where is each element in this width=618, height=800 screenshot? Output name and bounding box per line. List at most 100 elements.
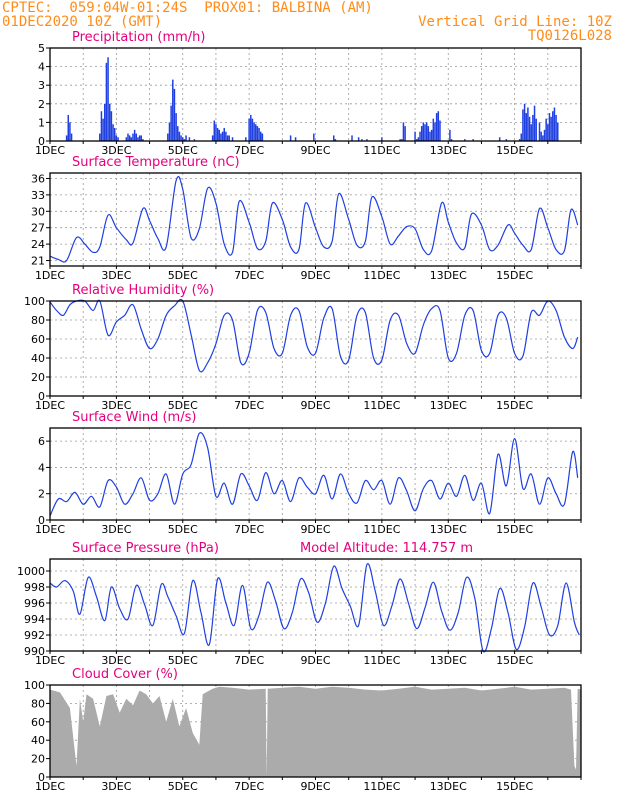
- precipitation-bar: [425, 122, 428, 141]
- precipitation-bar: [142, 139, 144, 141]
- precipitation-bar: [175, 113, 177, 141]
- precipitation-bar: [105, 62, 108, 141]
- precipitation-bar: [464, 139, 466, 141]
- precipitation-bar: [550, 116, 552, 141]
- precipitation-bar: [117, 137, 119, 141]
- temperature-x-tick-label: 9DEC: [300, 269, 330, 282]
- precipitation-bar: [221, 131, 224, 141]
- precipitation-bar: [216, 127, 219, 141]
- precipitation-bar: [135, 133, 138, 141]
- humidity-line: [49, 298, 579, 373]
- precipitation-bar: [366, 139, 368, 141]
- humidity-x-tick-label: 9DEC: [300, 399, 330, 412]
- cloud-y-tick-label: 0: [38, 771, 45, 784]
- precipitation-bar: [294, 137, 297, 141]
- precipitation-bar: [211, 135, 214, 141]
- precipitation-bar: [178, 131, 181, 141]
- precipitation-bar: [137, 137, 139, 141]
- humidity-title: Relative Humidity (%): [72, 283, 214, 298]
- precipitation-bar: [130, 137, 133, 141]
- wind-x-tick-label: 3DEC: [101, 523, 131, 536]
- precipitation-x-tick-label: 1DEC: [35, 144, 65, 157]
- precipitation-bar: [218, 129, 221, 141]
- humidity-y-tick-label: 60: [31, 333, 45, 346]
- precipitation-bar: [193, 139, 196, 141]
- precipitation-y-tick-label: 2: [38, 98, 45, 111]
- precipitation-bar: [255, 124, 257, 141]
- precipitation-bar: [439, 120, 441, 141]
- precipitation-bar: [182, 137, 184, 141]
- cloud-x-tick-label: 13DEC: [430, 780, 467, 793]
- precipitation-bar: [99, 133, 101, 141]
- temperature-y-tick-label: 30: [31, 205, 45, 218]
- wind-y-tick-label: 2: [38, 488, 45, 501]
- precipitation-x-tick-label: 9DEC: [300, 144, 330, 157]
- precipitation-bar: [552, 111, 554, 141]
- wind-y-tick-label: 4: [38, 461, 45, 474]
- temperature-x-tick-label: 3DEC: [101, 269, 131, 282]
- precipitation-bar: [381, 137, 383, 141]
- precipitation-bar: [547, 124, 549, 141]
- precipitation-bar: [138, 135, 141, 141]
- precipitation-bar: [132, 133, 134, 141]
- precipitation-bar: [533, 105, 536, 141]
- cloud-x-tick-label: 1DEC: [35, 780, 65, 793]
- pressure-x-tick-label: 9DEC: [300, 654, 330, 667]
- precipitation-bar: [414, 131, 416, 141]
- precipitation-bar: [125, 137, 128, 141]
- precipitation-bar: [333, 135, 335, 141]
- wind-x-tick-label: 9DEC: [300, 523, 330, 536]
- precipitation-frame: [49, 47, 582, 142]
- precipitation-y-tick-label: 0: [38, 135, 45, 148]
- precipitation-bar: [449, 129, 451, 141]
- precipitation-bar: [361, 139, 363, 141]
- precipitation-bar: [424, 124, 426, 141]
- wind-x-tick-label: 13DEC: [430, 523, 467, 536]
- wind-frame: [49, 427, 582, 521]
- precipitation-bar: [402, 122, 405, 141]
- pressure-y-tick-label: 998: [24, 581, 45, 594]
- precipitation-bar: [251, 118, 254, 141]
- temperature-y-tick-label: 24: [31, 238, 45, 251]
- pressure-x-tick-label: 7DEC: [234, 654, 264, 667]
- precipitation-bar: [527, 107, 529, 141]
- precipitation-bar: [110, 111, 113, 141]
- cloud-x-tick-label: 15DEC: [496, 780, 533, 793]
- pressure-annotation: Model Altitude: 114.757 m: [300, 541, 473, 556]
- precipitation-bar: [67, 114, 69, 141]
- precipitation-bar: [289, 135, 292, 141]
- pressure-x-tick-label: 1DEC: [35, 654, 65, 667]
- cloud-area: [50, 686, 581, 777]
- precipitation-bar: [437, 111, 440, 141]
- temperature-x-tick-label: 15DEC: [496, 269, 533, 282]
- precipitation-x-tick-label: 7DEC: [234, 144, 264, 157]
- humidity-panel: 0 20 40 60 80 100 1DEC 3DEC 5DEC 7DEC 9DEC 11DEC 13D…: [24, 283, 582, 412]
- precipitation-bar: [167, 133, 169, 141]
- precipitation-bar: [334, 139, 337, 141]
- precipitation-bar: [231, 137, 234, 141]
- precipitation-bar: [70, 133, 73, 141]
- precipitation-bar: [226, 135, 229, 141]
- precipitation-bar: [523, 103, 526, 141]
- precipitation-bar: [351, 135, 353, 141]
- precipitation-bar: [248, 118, 250, 141]
- precipitation-x-tick-label: 5DEC: [168, 144, 198, 157]
- cloud-y-tick-label: 40: [31, 734, 45, 747]
- header-date-line: 01DEC2020 10Z (GMT): [2, 14, 163, 30]
- precipitation-bar: [104, 103, 106, 141]
- temperature-y-tick-label: 27: [31, 222, 45, 235]
- precipitation-bar: [253, 122, 255, 141]
- precipitation-bar: [542, 135, 544, 141]
- precipitation-bar: [258, 127, 260, 141]
- precipitation-bar: [168, 122, 171, 141]
- precipitation-bar: [543, 129, 546, 141]
- precipitation-y-tick-label: 3: [38, 79, 45, 92]
- precipitation-bar: [427, 126, 430, 141]
- humidity-y-tick-label: 80: [31, 314, 45, 327]
- humidity-y-tick-label: 20: [31, 371, 45, 384]
- precipitation-bar: [399, 139, 401, 141]
- cloud-x-tick-label: 3DEC: [101, 780, 131, 793]
- precipitation-bar: [220, 133, 222, 141]
- precipitation-bar: [555, 114, 557, 141]
- cloud-x-tick-label: 5DEC: [168, 780, 198, 793]
